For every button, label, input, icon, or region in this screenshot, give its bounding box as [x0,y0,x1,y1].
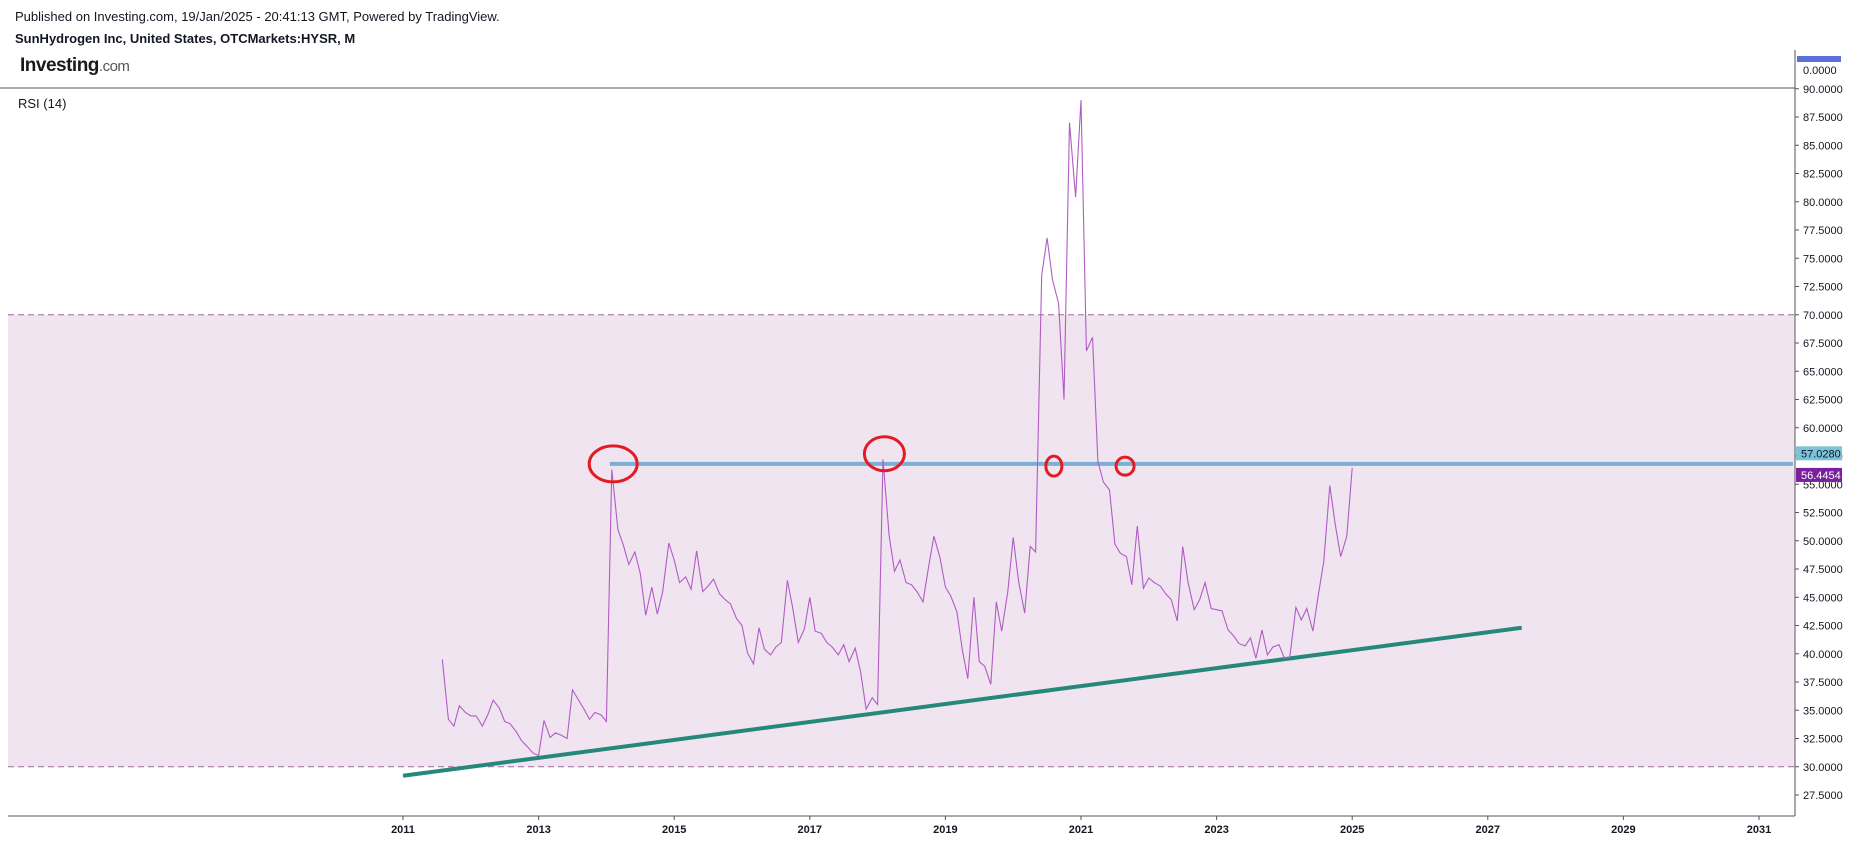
y-tick-label: 47.5000 [1803,564,1843,576]
annotation-circle [862,435,906,473]
axes-layer [0,50,1841,817]
y-tick-label: 65.0000 [1803,366,1843,378]
price-badges: 57.0280 56.4454 [1796,446,1842,482]
upper-pane-bar [1797,56,1841,62]
y-tick-label: 42.5000 [1803,621,1843,633]
rsi-band-fill [8,314,1795,767]
logo-main: Investing [20,55,99,76]
x-tick-label: 2021 [1069,824,1093,836]
y-tick-label: 62.5000 [1803,395,1843,407]
price-badge [1796,446,1842,461]
x-tick-label: 2027 [1476,824,1500,836]
y-tick-label: 77.5000 [1803,225,1843,237]
y-tick-label: 60.0000 [1803,423,1843,435]
x-tick-label: 2025 [1340,824,1364,836]
y-tick-label: 27.5000 [1803,790,1843,802]
y-tick-label: 67.5000 [1803,338,1843,350]
rsi-line [441,99,1353,757]
x-tick-label: 2017 [798,824,822,836]
annotation-circle [587,444,639,484]
x-tick-label: 2023 [1204,824,1228,836]
x-tick-label: 2029 [1611,824,1635,836]
x-tick-label: 2011 [391,824,415,836]
price-badge-label: 56.4454 [1801,470,1841,482]
y-tick-label: 82.5000 [1803,169,1843,181]
y-tick-label: 80.0000 [1803,197,1843,209]
annotation-circle [1044,454,1064,478]
y-tick-label: 87.5000 [1803,112,1843,124]
upper-pane-tick: 0.0000 [1803,65,1837,77]
indicator-label: RSI (14) [18,96,67,111]
x-axis: 2011 2013 2015 2017 2019 2021 2023 2025 2027 2029… [391,816,1771,836]
x-tick-label: 2013 [526,824,550,836]
rsi-band-layer [8,314,1795,768]
y-tick-label: 72.5000 [1803,282,1843,294]
y-tick-label: 30.0000 [1803,762,1843,774]
y-tick-label: 90.0000 [1803,84,1843,96]
annotation-circle [1114,455,1136,477]
y-tick-label: 35.0000 [1803,705,1843,717]
y-tick-label: 32.5000 [1803,734,1843,746]
price-badge [1796,467,1842,482]
annotation-lines-layer [402,461,1793,778]
y-tick-label: 37.5000 [1803,677,1843,689]
rsi-series-layer [441,99,1353,757]
investing-logo: Investing.com [20,55,130,77]
price-badge-label: 57.0280 [1801,448,1841,460]
y-tick-label: 45.0000 [1803,592,1843,604]
published-info: Published on Investing.com, 19/Jan/2025 … [15,9,500,24]
y-tick-label: 85.0000 [1803,140,1843,152]
y-tick-label: 55.0000 [1803,479,1843,491]
support-trendline [402,625,1522,778]
y-tick-label: 52.5000 [1803,508,1843,520]
x-tick-label: 2019 [933,824,957,836]
y-tick-label: 40.0000 [1803,649,1843,661]
logo-suffix: .com [98,58,130,75]
annotation-circles-layer [587,435,1136,484]
x-tick-label: 2031 [1747,824,1771,836]
y-tick-label: 50.0000 [1803,536,1843,548]
y-axis: 0.0000 27.5000 30.0000 32.5000 35.0000 37.500… [1795,65,1843,802]
y-tick-label: 70.0000 [1803,310,1843,322]
x-tick-label: 2015 [662,824,686,836]
y-tick-label: 75.0000 [1803,253,1843,265]
symbol-title: SunHydrogen Inc, United States, OTCMarke… [15,31,356,46]
